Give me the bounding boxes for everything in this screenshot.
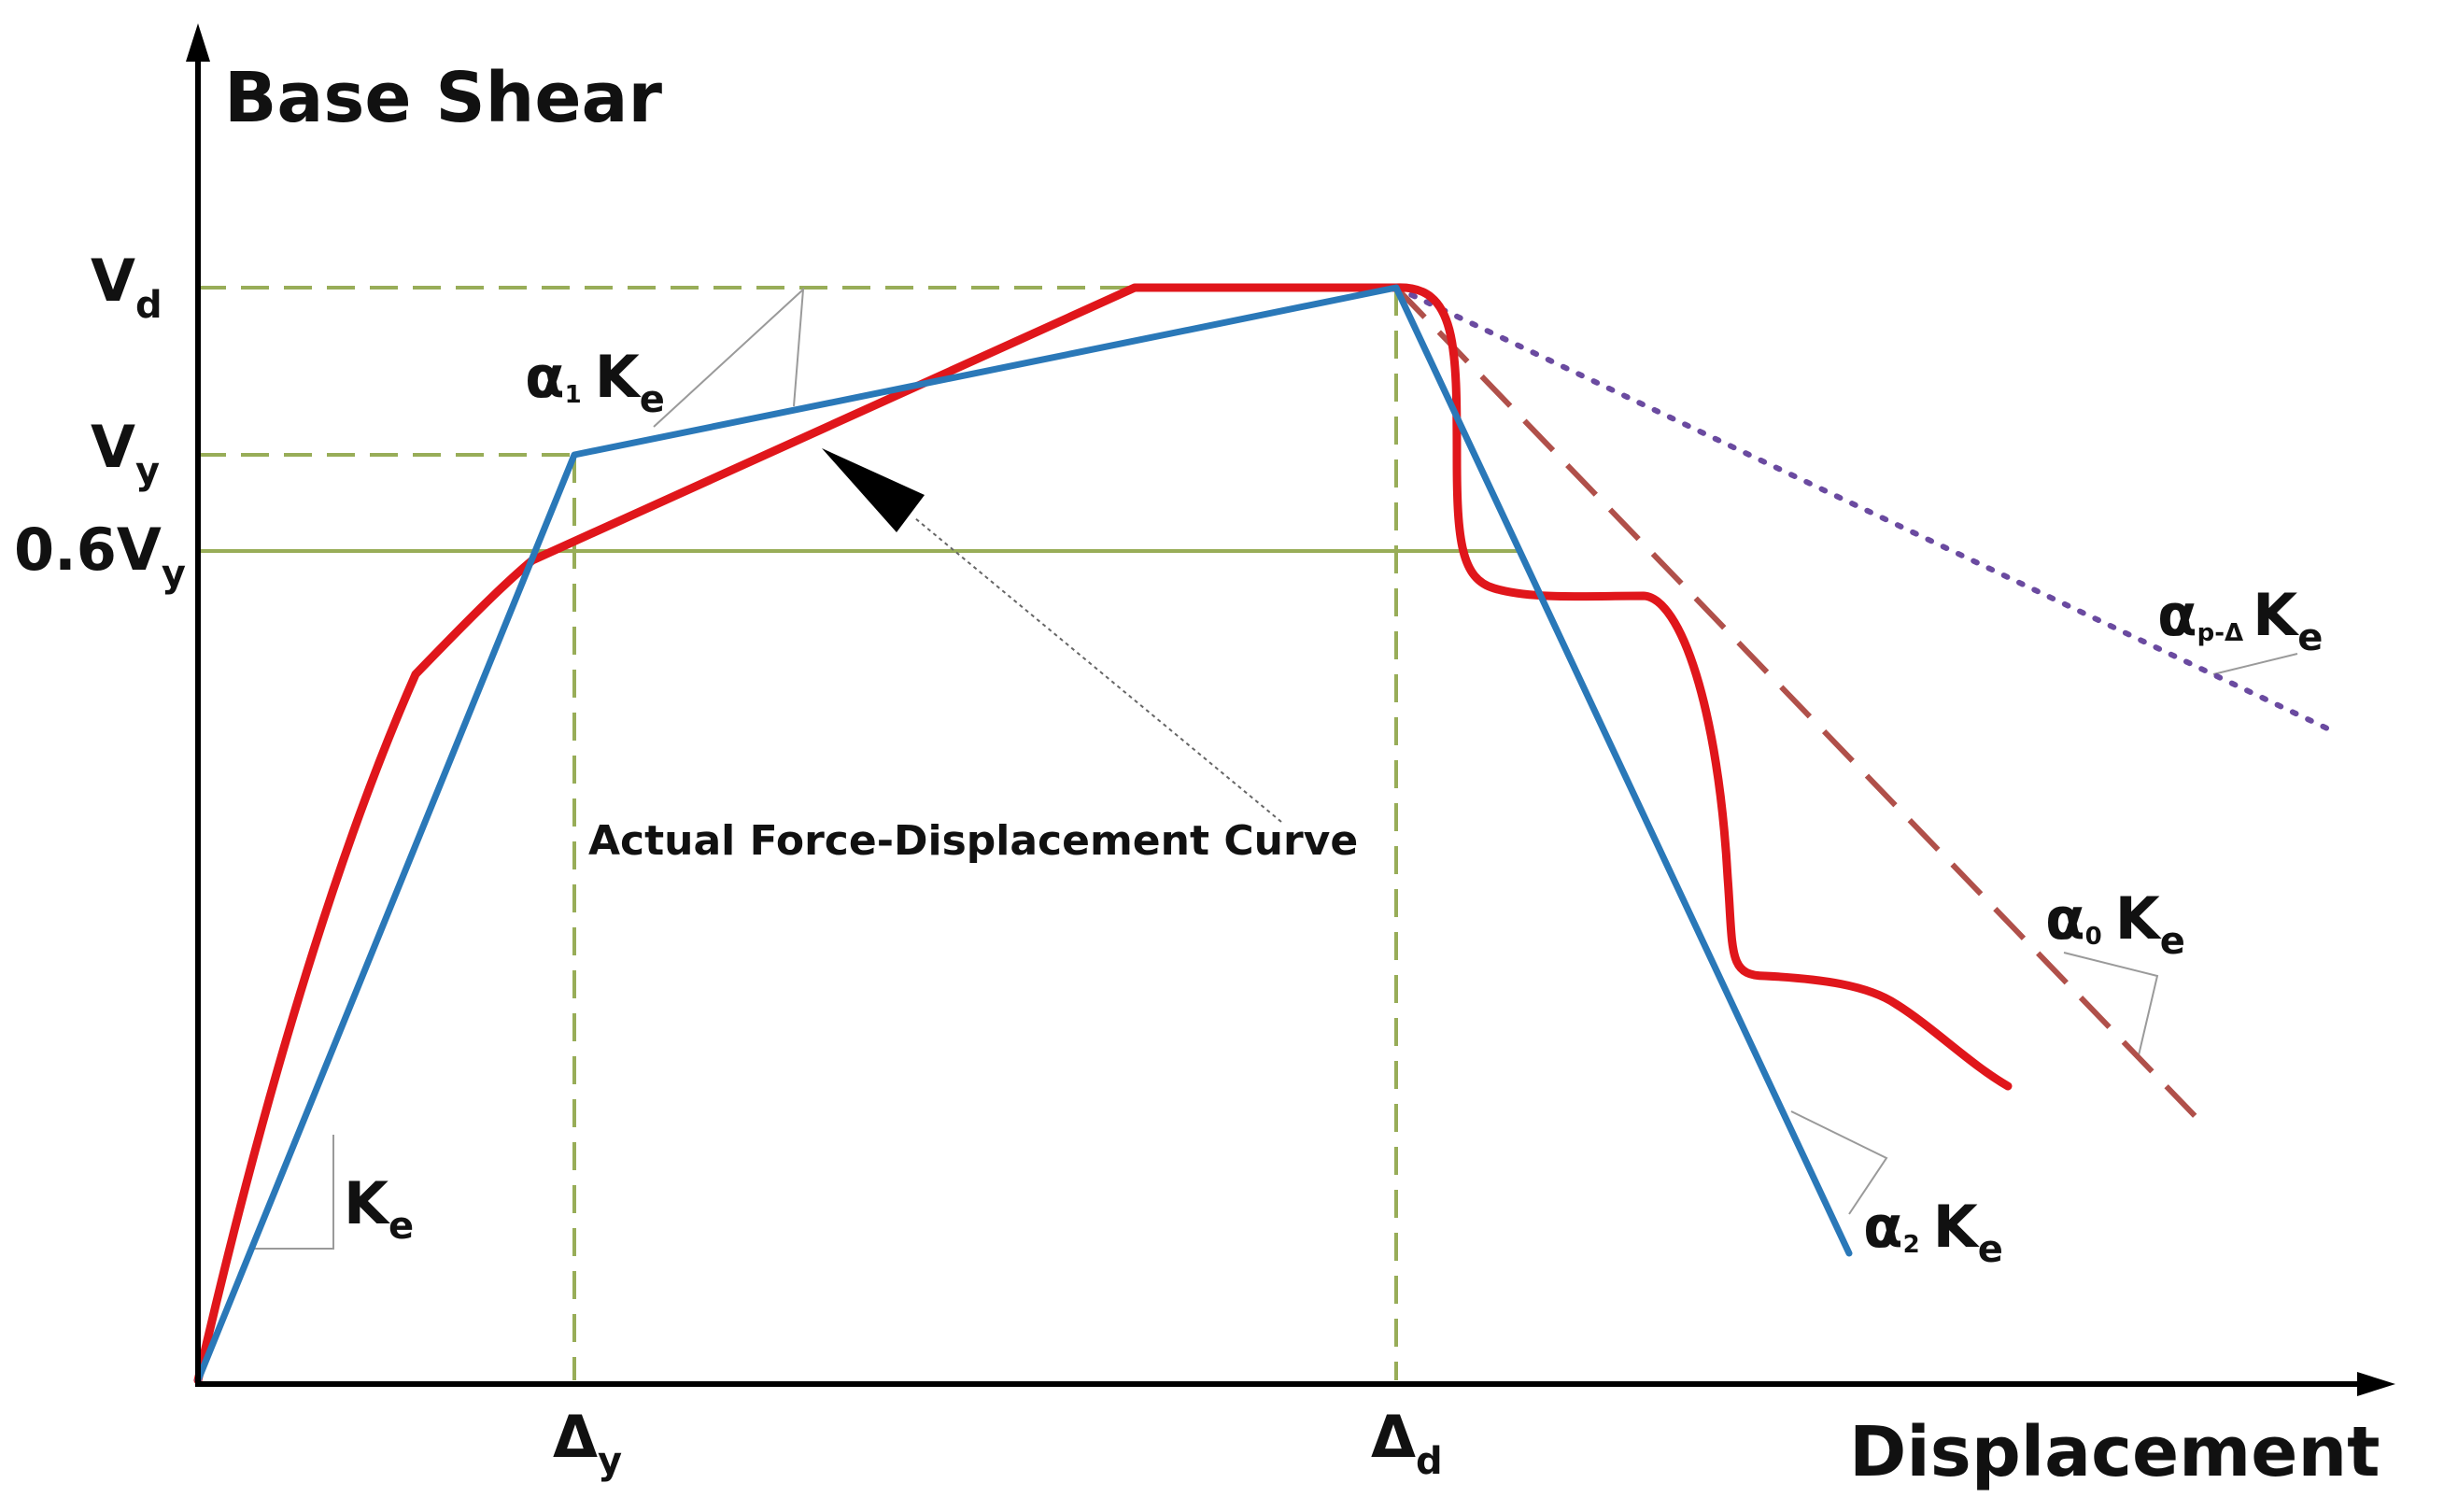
vy-label: Vy xyxy=(91,413,160,493)
alpha0-ke-label: α0 Ke xyxy=(2045,884,2185,963)
vd-label: Vd xyxy=(91,247,162,327)
ke-slope-triangle xyxy=(250,1135,334,1250)
actual-curve-annotation: Actual Force-Displacement Curve xyxy=(588,817,1358,865)
ke-label: Ke xyxy=(344,1169,414,1248)
annotation-leader xyxy=(914,517,1282,823)
x-axis-title: Displacement xyxy=(1849,1412,2380,1492)
alpha0-line xyxy=(1393,285,2207,1128)
p-delta-line xyxy=(1393,285,2330,731)
alpha0-slope-triangle xyxy=(2063,952,2159,1056)
alpha2-slope-triangle xyxy=(1790,1110,1888,1215)
alpha1-ke-label: α1 Ke xyxy=(525,343,665,421)
alpha2-ke-label: α2 Ke xyxy=(1863,1193,2003,1271)
y-axis-title: Base Shear xyxy=(224,58,662,138)
actual-curve xyxy=(193,283,2013,1385)
v06-label: 0.6Vy xyxy=(14,516,186,596)
alpha1-slope-triangle xyxy=(653,287,805,428)
x-axis-arrowhead xyxy=(2357,1372,2395,1396)
dd-label: Δd xyxy=(1371,1403,1443,1483)
idealized-curve xyxy=(194,284,1853,1384)
y-axis-arrowhead xyxy=(186,23,210,62)
alpha-pd-ke-label: αp-Δ Ke xyxy=(2157,581,2323,659)
dy-label: Δy xyxy=(553,1403,622,1483)
alpha-pd-slope-triangle xyxy=(2212,653,2298,675)
annotation-arrowhead xyxy=(822,448,925,532)
